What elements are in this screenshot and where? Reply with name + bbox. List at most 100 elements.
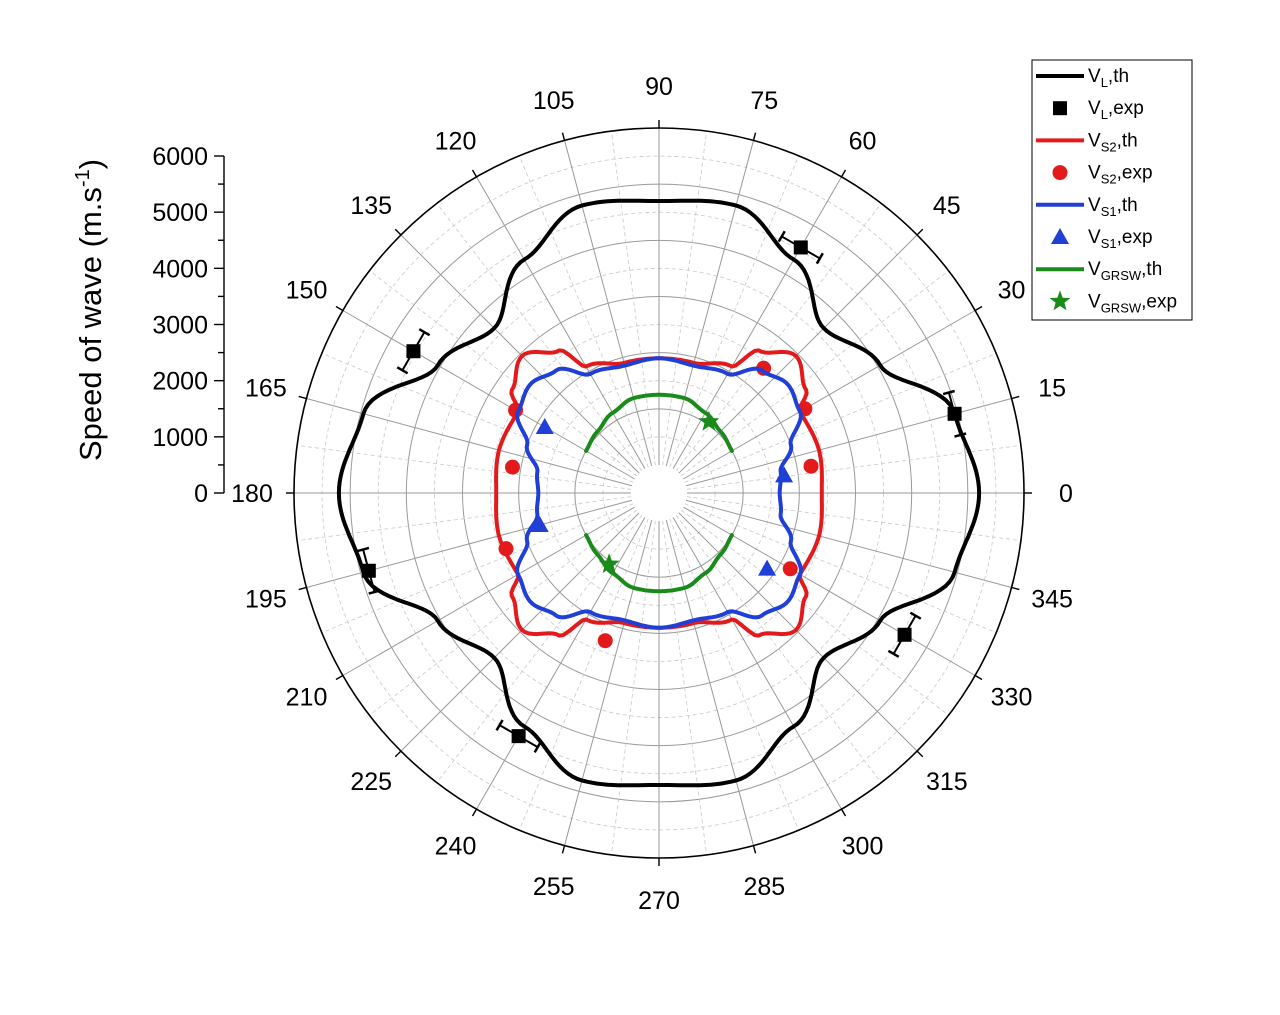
legend-label-suffix: ,exp (1117, 163, 1153, 184)
angular-grid-line (342, 506, 636, 676)
angle-tick-mark (335, 674, 344, 681)
series-grsw-exp (598, 410, 720, 574)
angle-tick-label: 195 (245, 585, 287, 613)
angular-grid-line (297, 444, 632, 490)
angular-grid-line (610, 131, 656, 466)
y-axis-label-text: Speed of wave (m.s-1) (72, 159, 108, 461)
data-point (947, 406, 962, 421)
series-l-th (336, 198, 982, 788)
legend-label-sub: S2 (1101, 172, 1117, 187)
angular-grid-line (518, 518, 649, 831)
error-bar-cap (777, 230, 786, 243)
error-bar-cap (887, 649, 900, 658)
angular-grid-line (610, 520, 656, 855)
angle-tick-label: 240 (435, 833, 477, 861)
radial-tick-label: 4000 (152, 255, 208, 283)
legend-marker-swatch (1052, 165, 1068, 181)
data-point (775, 466, 794, 483)
error-bar-cap (815, 252, 824, 265)
legend-label-main: V (1088, 291, 1101, 312)
angle-tick-mark (974, 674, 983, 681)
angle-tick-mark (840, 169, 847, 178)
error-bar-cap (396, 366, 409, 375)
angular-grid-line (400, 234, 640, 474)
data-point (511, 729, 526, 744)
angular-grid-line (682, 310, 976, 480)
angle-tick-mark (1011, 395, 1020, 400)
angle-tick-label: 135 (350, 192, 392, 220)
legend-label-suffix: ,exp (1108, 98, 1144, 119)
angle-tick-mark (916, 228, 924, 236)
angle-tick-mark (298, 586, 307, 591)
angular-grid-line (436, 203, 643, 472)
data-point (793, 240, 808, 255)
legend-label-main: V (1088, 130, 1101, 151)
legend-label: VGRSW,th (1088, 259, 1162, 283)
legend-item: VS1,exp (1051, 227, 1153, 251)
legend-label-suffix: ,th (1117, 130, 1138, 151)
inner-hole (631, 465, 687, 521)
angular-grid-line (321, 503, 634, 634)
data-point (698, 410, 720, 431)
legend-label-suffix: ,th (1108, 66, 1129, 87)
data-point (361, 563, 376, 578)
data-point (758, 559, 777, 576)
series-l-exp (357, 230, 967, 753)
series-s1-exp (530, 418, 794, 576)
radial-tick-label: 5000 (152, 199, 208, 227)
legend-label-sub: L (1101, 75, 1108, 90)
angle-tick-mark (394, 750, 402, 758)
series-s2-exp (498, 360, 819, 649)
angular-grid-line (400, 512, 640, 752)
data-point (530, 515, 549, 532)
angular-grid-line (672, 516, 842, 810)
angle-tick-mark (1011, 586, 1020, 591)
angular-grid-line (476, 516, 646, 810)
legend-label-sub: S1 (1101, 236, 1117, 251)
angular-grid-line (682, 506, 976, 676)
polar-grid (293, 127, 1025, 859)
radial-tick-label: 3000 (152, 312, 208, 340)
data-point (535, 418, 554, 435)
radial-tick-label: 0 (194, 480, 208, 508)
angle-tick-label: 315 (926, 768, 968, 796)
error-bar-cap (357, 546, 370, 553)
angle-tick-label: 105 (533, 87, 575, 115)
radial-tick-label: 1000 (152, 424, 208, 452)
angle-tick-label: 255 (533, 873, 575, 901)
angle-tick-mark (916, 750, 924, 758)
angular-grid-line (684, 503, 997, 634)
legend-item: VS2,exp (1052, 163, 1153, 187)
data-point (598, 553, 620, 574)
legend-label: VL,exp (1088, 98, 1144, 122)
y-axis-label-close: ) (73, 159, 108, 169)
angular-grid-line (662, 520, 708, 855)
angular-grid-line (564, 140, 653, 467)
error-bar-cap (495, 719, 504, 731)
legend-label-main: V (1088, 227, 1101, 248)
angle-tick-label: 0 (1059, 480, 1073, 508)
error-bar-cap (533, 741, 542, 753)
angle-tick-mark (561, 132, 566, 141)
angle-tick-label: 270 (638, 887, 680, 915)
angle-tick-label: 120 (435, 128, 477, 156)
legend-label-sub: L (1101, 107, 1108, 122)
series-line (336, 198, 982, 788)
legend-item: VS2,th (1036, 130, 1138, 154)
radial-tick-label: 6000 (152, 143, 208, 171)
angle-tick-label: 75 (750, 87, 778, 115)
legend-label-main: V (1088, 195, 1101, 216)
legend-label: VGRSW,exp (1088, 291, 1177, 315)
series-s1-th (515, 356, 803, 630)
angle-tick-label: 285 (743, 873, 785, 901)
angular-grid-line (669, 518, 800, 831)
radial-axis: 0 1000 2000 3000 4000 5000 6000 (152, 143, 225, 508)
legend-label: VS2,th (1088, 130, 1138, 154)
legend-label-suffix: ,exp (1141, 291, 1177, 312)
angle-tick-label: 210 (286, 684, 328, 712)
y-axis-label: Speed of wave (m.s-1) (72, 159, 108, 461)
legend-label-main: V (1088, 163, 1101, 184)
angular-grid-line (321, 352, 634, 483)
angle-tick-label: 15 (1038, 375, 1066, 403)
